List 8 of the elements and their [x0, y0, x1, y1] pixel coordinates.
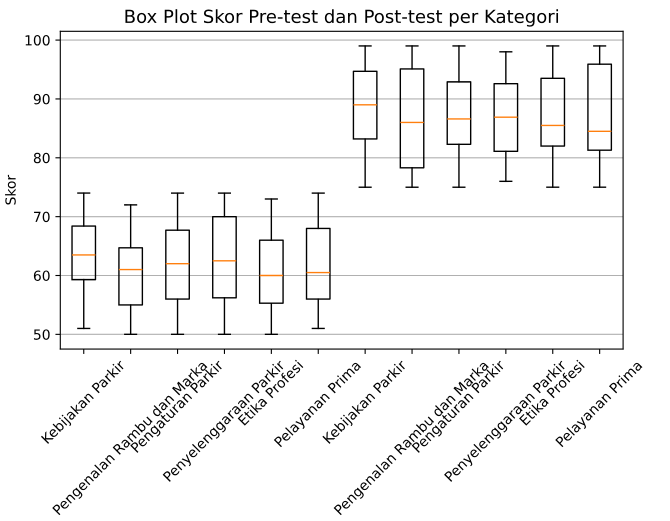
y-tick-label: 90	[34, 94, 50, 104]
y-tick-label: 50	[34, 329, 50, 340]
chart-title: Box Plot Skor Pre-test dan Post-test per Kategori	[125, 9, 558, 27]
y-axis-title: Skor	[5, 174, 16, 205]
y-tick-label: 70	[34, 212, 50, 222]
y-tick-label: 80	[34, 152, 50, 164]
y-tick-label: 60	[34, 270, 50, 281]
y-tick-label: 100	[26, 35, 50, 46]
